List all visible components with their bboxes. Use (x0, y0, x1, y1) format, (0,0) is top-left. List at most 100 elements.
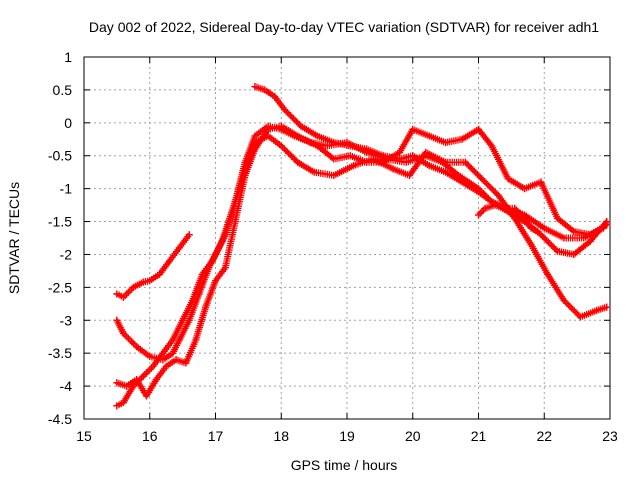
data-point (409, 125, 417, 133)
data-point (396, 148, 404, 156)
data-point (119, 399, 127, 407)
data-point (422, 148, 430, 156)
x-axis-tick-labels: 15 16 17 18 19 20 21 22 23 (76, 428, 618, 444)
data-point (442, 139, 450, 147)
data-point (185, 231, 193, 239)
x-tick-label: 19 (339, 428, 355, 444)
data-point (165, 257, 173, 265)
data-point (350, 162, 358, 170)
y-tick-label: -2.5 (48, 279, 72, 295)
data-point (313, 132, 321, 140)
data-point (389, 165, 397, 173)
data-point (202, 303, 210, 311)
data-point (570, 227, 578, 235)
series-track-f (475, 201, 542, 235)
data-point (156, 270, 164, 278)
data-point (603, 218, 611, 226)
data-point (169, 336, 177, 344)
data-point (481, 204, 489, 212)
data-point (241, 171, 249, 179)
data-point (504, 208, 512, 216)
data-point (119, 329, 127, 337)
data-point (281, 106, 289, 114)
data-point (553, 214, 561, 222)
data-point (310, 168, 318, 176)
data-point (119, 293, 127, 301)
data-point (442, 158, 450, 166)
data-point (162, 362, 170, 370)
data-point (231, 218, 239, 226)
data-point (540, 224, 548, 232)
data-point (218, 237, 226, 245)
data-point (586, 237, 594, 245)
y-tick-label: -2 (60, 246, 73, 262)
data-point (277, 122, 285, 130)
gridlines (84, 57, 610, 419)
data-point (175, 336, 183, 344)
x-tick-label: 15 (76, 428, 92, 444)
x-tick-label: 18 (273, 428, 289, 444)
data-point (491, 201, 499, 209)
data-point (458, 178, 466, 186)
data-point (425, 132, 433, 140)
data-point (560, 297, 568, 305)
data-point (537, 231, 545, 239)
series-markers (113, 231, 193, 301)
data-point (458, 135, 466, 143)
x-tick-label: 23 (602, 428, 618, 444)
data-point (149, 362, 157, 370)
data-point (169, 349, 177, 357)
data-point (553, 247, 561, 255)
y-tick-label: -1.5 (48, 214, 72, 230)
y-tick-label: 0.5 (53, 82, 73, 98)
y-tick-label: -0.5 (48, 148, 72, 164)
data-point (264, 125, 272, 133)
data-point (271, 92, 279, 100)
data-point (251, 83, 259, 91)
y-tick-label: -3.5 (48, 345, 72, 361)
data-point (537, 178, 545, 186)
data-point (425, 162, 433, 170)
data-point (521, 185, 529, 193)
data-point (488, 198, 496, 206)
data-point (488, 142, 496, 150)
data-point (113, 402, 121, 410)
data-point (297, 122, 305, 130)
data-point (379, 152, 387, 160)
data-point (146, 352, 154, 360)
x-tick-label: 16 (142, 428, 158, 444)
y-tick-label: -4 (60, 378, 73, 394)
data-point (113, 379, 121, 387)
data-point (172, 356, 180, 364)
data-point (603, 303, 611, 311)
data-point (494, 191, 502, 199)
data-point (294, 132, 302, 140)
series-track-a (113, 231, 193, 301)
data-point (261, 86, 269, 94)
data-point (133, 343, 141, 351)
data-point (251, 145, 259, 153)
x-tick-label: 22 (536, 428, 552, 444)
series-track-c (113, 132, 611, 410)
axis-ticks (83, 56, 611, 420)
x-tick-label: 20 (405, 428, 421, 444)
data-point (123, 382, 131, 390)
data-point (346, 142, 354, 150)
data-point (139, 278, 147, 286)
y-tick-label: 0 (64, 115, 72, 131)
data-point (521, 214, 529, 222)
x-axis-label: GPS time / hours (291, 457, 398, 473)
data-point (133, 376, 141, 384)
data-point (396, 155, 404, 163)
data-point (146, 277, 154, 285)
data-point (570, 250, 578, 258)
data-point (560, 234, 568, 242)
x-tick-label: 21 (471, 428, 487, 444)
data-point (277, 142, 285, 150)
data-point (527, 224, 535, 232)
data-point (185, 316, 193, 324)
data-point (212, 277, 219, 285)
data-point (475, 211, 482, 219)
y-tick-label: -1 (60, 181, 73, 197)
data-point (405, 171, 413, 179)
